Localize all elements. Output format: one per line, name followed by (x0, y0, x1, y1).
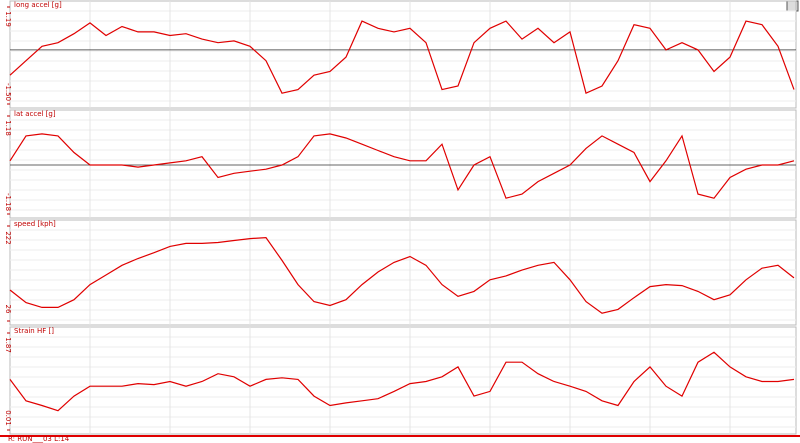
channel-label: speed [kph] (14, 220, 56, 228)
channel-label: lat accel [g] (14, 110, 56, 118)
y-tick-label: 1.87 (4, 337, 12, 353)
footer-text: R: RUN___03 L:14 (8, 435, 70, 443)
panel-frame (9, 0, 797, 109)
y-tick-label: 1.18 (4, 120, 12, 136)
trace (9, 351, 795, 412)
panel-frame (9, 219, 797, 326)
y-tick-label: -1.50 (4, 83, 12, 101)
channel-label: long accel [g] (14, 1, 62, 9)
y-tick-label: 26 (4, 305, 12, 314)
y-tick-label: 0.01 (4, 410, 12, 426)
panel-frame (9, 326, 797, 435)
panel-frame (9, 109, 797, 219)
trace (9, 133, 795, 199)
y-tick-label: -1.18 (4, 193, 12, 211)
channel-label: Strain HF [] (14, 327, 54, 335)
trace (9, 20, 795, 95)
y-tick-label: 1.19 (4, 11, 12, 27)
trace (9, 236, 795, 314)
y-tick-label: 222 (4, 231, 12, 244)
